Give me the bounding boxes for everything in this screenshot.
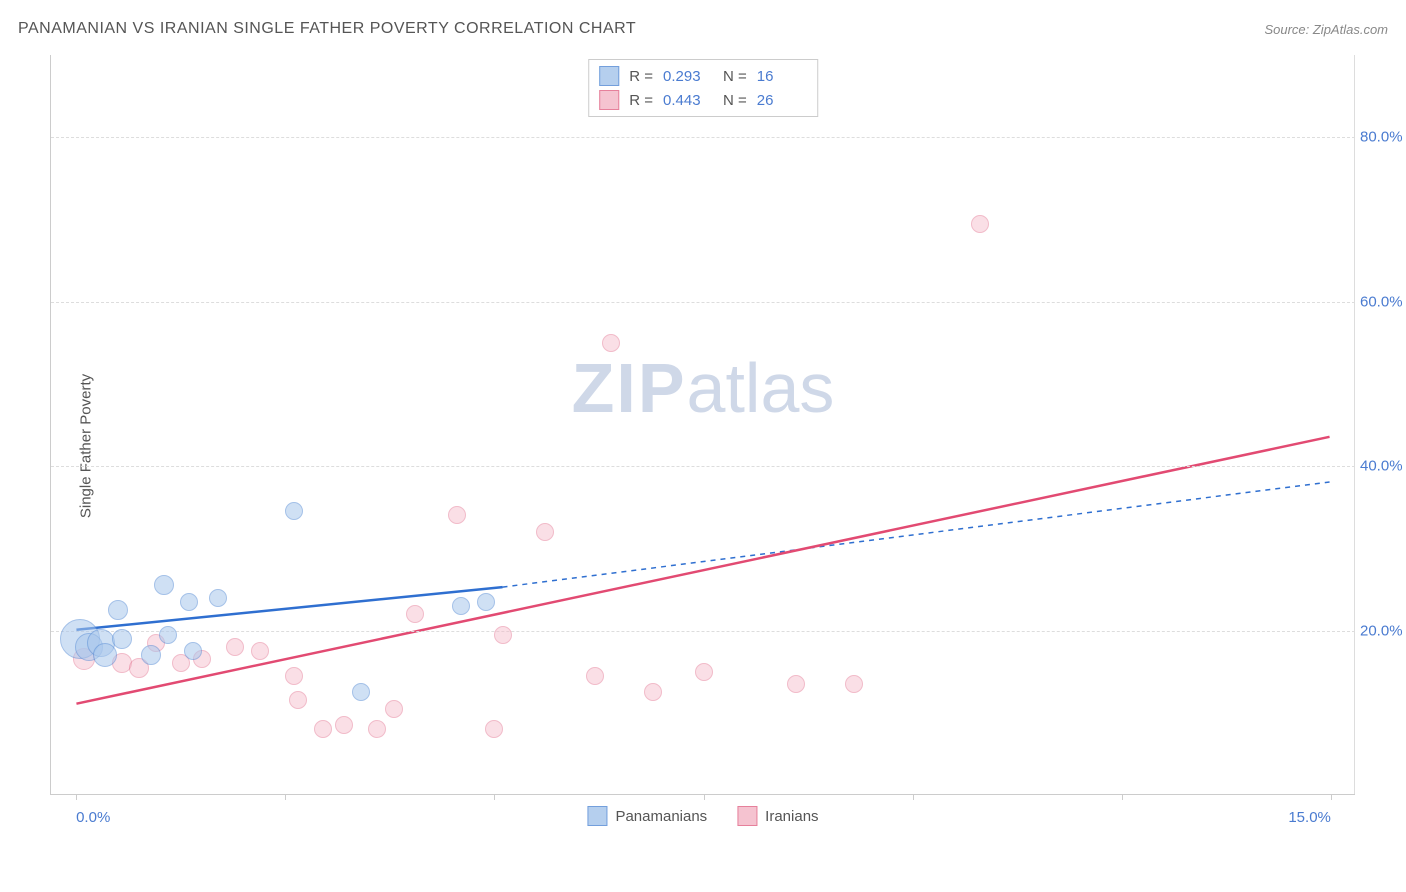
trend-line [503, 482, 1330, 587]
x-tick-label: 15.0% [1288, 809, 1331, 826]
scatter-point-panamanians [93, 643, 117, 667]
legend-swatch-iranians [599, 90, 619, 110]
legend-stats-row-1: R = 0.443 N = 26 [599, 88, 807, 112]
legend-series: Panamanians Iranians [587, 806, 818, 826]
gridline-h [51, 466, 1355, 467]
legend-item-panamanians: Panamanians [587, 806, 707, 826]
scatter-point-panamanians [141, 645, 161, 665]
scatter-point-iranians [385, 700, 403, 718]
scatter-point-iranians [226, 638, 244, 656]
legend-n-label-1: N = [723, 92, 747, 109]
legend-n-value-1: 26 [757, 92, 807, 109]
scatter-point-iranians [644, 683, 662, 701]
scatter-point-iranians [602, 334, 620, 352]
scatter-point-panamanians [285, 502, 303, 520]
legend-swatch-iranians-b [737, 806, 757, 826]
legend-label-iranians: Iranians [765, 808, 818, 825]
gridline-h [51, 631, 1355, 632]
chart-container: PANAMANIAN VS IRANIAN SINGLE FATHER POVE… [0, 0, 1406, 892]
scatter-point-iranians [314, 720, 332, 738]
watermark-zip: ZIP [572, 349, 687, 427]
x-tick-mark [1122, 794, 1123, 800]
legend-item-iranians: Iranians [737, 806, 818, 826]
scatter-point-panamanians [180, 593, 198, 611]
x-tick-mark [913, 794, 914, 800]
scatter-point-iranians [289, 691, 307, 709]
scatter-point-panamanians [112, 629, 132, 649]
scatter-point-iranians [406, 605, 424, 623]
chart-source: Source: ZipAtlas.com [1264, 22, 1388, 37]
scatter-point-iranians [494, 626, 512, 644]
legend-r-value-1: 0.443 [663, 92, 713, 109]
title-bar: PANAMANIAN VS IRANIAN SINGLE FATHER POVE… [18, 20, 1388, 38]
legend-swatch-panamanians-b [587, 806, 607, 826]
scatter-point-panamanians [477, 593, 495, 611]
legend-n-label-0: N = [723, 68, 747, 85]
scatter-point-iranians [285, 667, 303, 685]
trend-line [76, 587, 502, 630]
watermark: ZIPatlas [572, 348, 835, 428]
legend-stats-row-0: R = 0.293 N = 16 [599, 64, 807, 88]
scatter-point-iranians [251, 642, 269, 660]
scatter-point-iranians [368, 720, 386, 738]
scatter-point-iranians [845, 675, 863, 693]
scatter-point-iranians [448, 506, 466, 524]
legend-r-label-0: R = [629, 68, 653, 85]
y-tick-label: 20.0% [1360, 622, 1406, 639]
plot-area: ZIPatlas R = 0.293 N = 16 R = 0.443 N = … [50, 55, 1355, 795]
legend-r-value-0: 0.293 [663, 68, 713, 85]
scatter-point-panamanians [209, 589, 227, 607]
x-tick-mark [285, 794, 286, 800]
y-tick-label: 80.0% [1360, 129, 1406, 146]
scatter-point-panamanians [184, 642, 202, 660]
scatter-point-iranians [335, 716, 353, 734]
scatter-point-panamanians [154, 575, 174, 595]
scatter-point-iranians [695, 663, 713, 681]
scatter-point-iranians [485, 720, 503, 738]
legend-label-panamanians: Panamanians [615, 808, 707, 825]
legend-r-label-1: R = [629, 92, 653, 109]
trend-lines-layer [51, 55, 1355, 794]
x-tick-mark [704, 794, 705, 800]
chart-title: PANAMANIAN VS IRANIAN SINGLE FATHER POVE… [18, 20, 636, 38]
gridline-h [51, 302, 1355, 303]
legend-swatch-panamanians [599, 66, 619, 86]
scatter-point-panamanians [108, 600, 128, 620]
scatter-point-iranians [536, 523, 554, 541]
x-tick-mark [76, 794, 77, 800]
gridline-h [51, 137, 1355, 138]
watermark-atlas: atlas [687, 349, 835, 427]
plot-right-border [1354, 55, 1355, 794]
scatter-point-iranians [787, 675, 805, 693]
x-tick-mark [494, 794, 495, 800]
scatter-point-panamanians [159, 626, 177, 644]
scatter-point-panamanians [352, 683, 370, 701]
scatter-point-iranians [586, 667, 604, 685]
scatter-point-iranians [971, 215, 989, 233]
legend-n-value-0: 16 [757, 68, 807, 85]
y-tick-label: 60.0% [1360, 293, 1406, 310]
x-tick-label: 0.0% [76, 809, 110, 826]
legend-stats: R = 0.293 N = 16 R = 0.443 N = 26 [588, 59, 818, 117]
x-tick-mark [1331, 794, 1332, 800]
scatter-point-panamanians [452, 597, 470, 615]
y-tick-label: 40.0% [1360, 458, 1406, 475]
